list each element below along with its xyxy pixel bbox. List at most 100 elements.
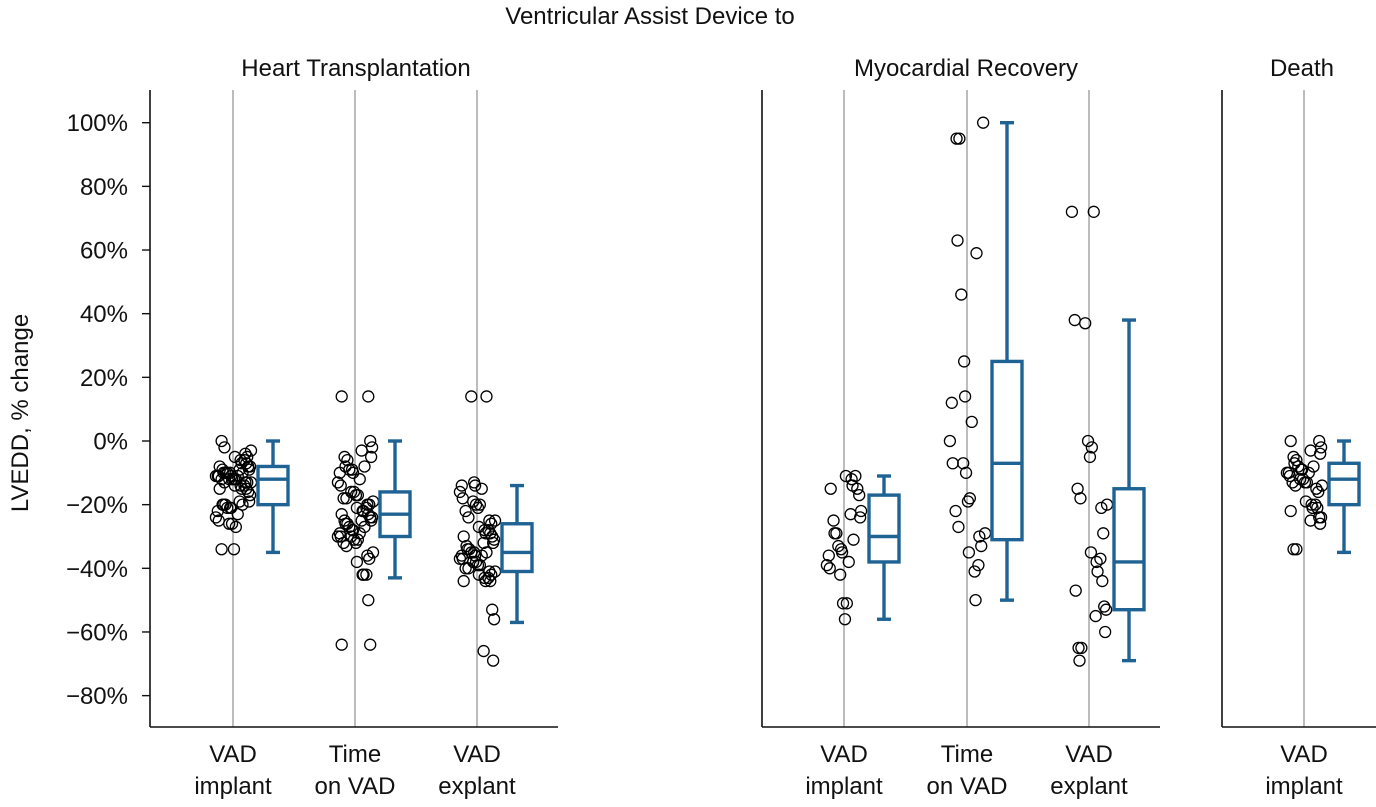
- data-point: [479, 574, 492, 588]
- data-point: [958, 355, 971, 368]
- data-point: [1287, 543, 1300, 556]
- axes: [142, 90, 1376, 728]
- data-point: [945, 396, 958, 409]
- data-point: [854, 511, 867, 524]
- data-point: [357, 568, 370, 581]
- data-point: [1289, 479, 1302, 492]
- y-tick-label: −60%: [66, 619, 128, 646]
- data-point: [480, 390, 493, 403]
- box-iqr: [1327, 461, 1361, 507]
- data-point: [953, 132, 966, 145]
- data-point: [963, 492, 976, 505]
- data-point: [340, 539, 353, 553]
- data-point: [1075, 641, 1088, 655]
- data-point: [209, 469, 223, 483]
- data-point: [455, 479, 468, 492]
- data-point: [453, 552, 467, 565]
- data-point: [955, 288, 968, 301]
- data-point: [1099, 625, 1112, 639]
- data-point: [355, 444, 368, 457]
- data-point: [1288, 457, 1301, 470]
- data-point: [364, 450, 378, 464]
- box-iqr: [867, 493, 901, 564]
- data-point: [485, 517, 498, 530]
- data-point: [364, 514, 378, 527]
- data-point: [479, 527, 492, 540]
- data-point: [333, 466, 346, 479]
- data-point: [229, 520, 243, 534]
- data-point: [235, 457, 248, 470]
- y-tick-label: 80%: [80, 174, 128, 201]
- data-point: [355, 514, 368, 527]
- data-point: [331, 530, 345, 543]
- data-point: [952, 520, 965, 534]
- data-point: [363, 552, 376, 565]
- y-tick-label: 0%: [93, 429, 128, 456]
- x-category-label: VAD implant: [194, 741, 272, 800]
- data-point: [238, 479, 251, 492]
- data-point: [1284, 434, 1297, 448]
- data-point: [350, 501, 364, 514]
- data-point: [334, 479, 347, 492]
- data-point: [832, 539, 845, 553]
- data-point: [462, 511, 475, 524]
- data-point: [469, 555, 483, 569]
- data-point: [969, 594, 982, 607]
- data-point: [1284, 504, 1297, 518]
- y-tick-label: −40%: [66, 556, 128, 583]
- data-point: [477, 644, 490, 658]
- data-point: [1094, 552, 1107, 565]
- data-point: [242, 463, 256, 476]
- data-point: [366, 546, 380, 559]
- chart-title: Ventricular Assist Device to: [505, 3, 794, 30]
- data-point: [486, 654, 500, 667]
- data-point: [343, 520, 356, 534]
- data-point: [820, 558, 834, 572]
- data-point: [459, 504, 472, 518]
- data-point: [468, 479, 482, 492]
- data-point: [244, 444, 258, 457]
- data-point: [242, 495, 256, 508]
- data-point: [1292, 460, 1305, 473]
- data-point: [486, 536, 500, 550]
- data-point: [1065, 205, 1079, 218]
- data-point: [1095, 501, 1108, 514]
- data-point: [1084, 546, 1098, 559]
- data-point: [236, 498, 249, 511]
- labels: −80% −60% −40% −20% 0% 20% 40% 60% 80% 100% Heart …: [66, 55, 1343, 800]
- data-point: [1081, 434, 1095, 448]
- y-axis-label: LVEDD, % change: [7, 314, 34, 512]
- data-point: [224, 501, 238, 514]
- data-point: [209, 511, 223, 524]
- data-point: [946, 457, 959, 470]
- data-point: [488, 514, 502, 527]
- x-category-label: VAD implant: [805, 741, 883, 800]
- data-point: [840, 597, 853, 610]
- x-category-label: VAD explant: [438, 741, 516, 800]
- data-point: [338, 450, 351, 464]
- data-point: [473, 498, 487, 511]
- data-point: [1312, 485, 1325, 499]
- data-point: [1286, 476, 1299, 489]
- data-point: [228, 479, 242, 492]
- data-point: [1083, 450, 1097, 464]
- data-point: [1280, 466, 1294, 479]
- data-point: [1087, 205, 1100, 218]
- data-point: [351, 533, 365, 546]
- data-point: [482, 523, 495, 537]
- panel-title: Myocardial Recovery: [854, 55, 1078, 82]
- data-point: [459, 562, 472, 575]
- x-category-label: Time on VAD: [315, 741, 396, 800]
- gridlines: [232, 90, 1305, 727]
- data-point: [345, 530, 358, 543]
- data-point: [1309, 498, 1322, 511]
- y-tick-label: 100%: [67, 110, 128, 137]
- data-point: [350, 555, 364, 569]
- data-point: [471, 501, 485, 514]
- data-point: [949, 504, 962, 518]
- data-point: [346, 466, 360, 479]
- data-point: [1295, 463, 1309, 476]
- data-point: [975, 539, 988, 553]
- data-point: [972, 558, 985, 572]
- data-point: [950, 132, 963, 145]
